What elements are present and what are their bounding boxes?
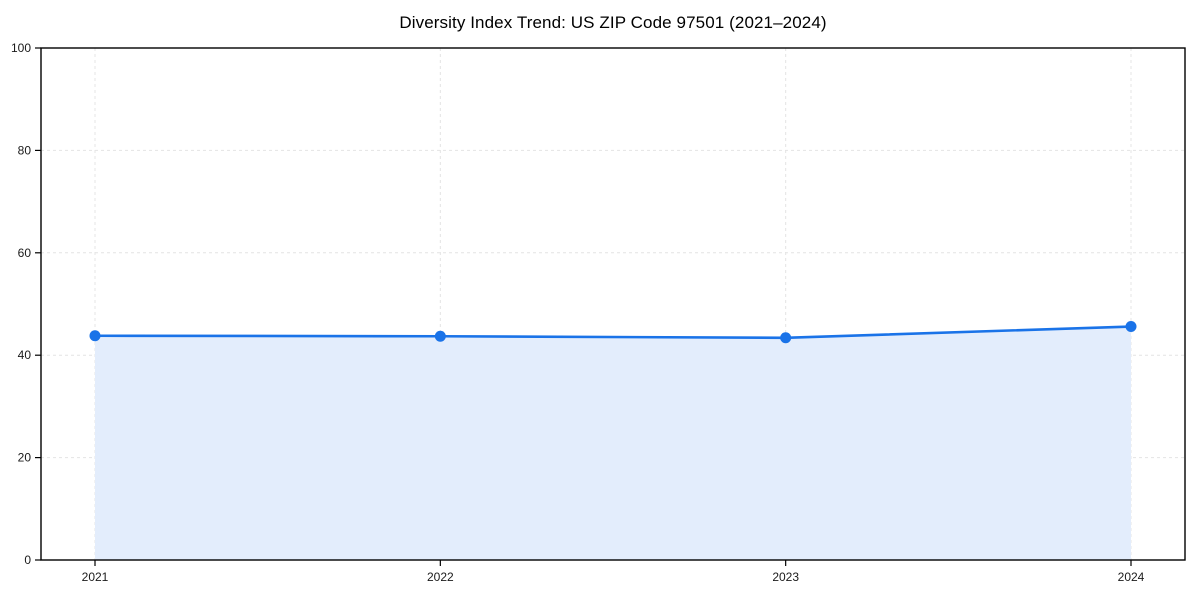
trend-line [93, 325, 1133, 340]
area-fill [95, 326, 1131, 560]
y-tick-label: 20 [18, 451, 32, 465]
y-tick-label: 80 [18, 143, 32, 157]
x-tick-label: 2023 [772, 570, 799, 584]
y-tick-label: 40 [18, 348, 32, 362]
data-point-2022 [434, 330, 446, 342]
y-tick-label: 0 [24, 553, 31, 567]
y-tick-label: 60 [18, 246, 32, 260]
data-point-2021 [89, 330, 101, 342]
x-tick-label: 2021 [82, 570, 109, 584]
plot-frame [40, 47, 1186, 561]
y-tick-label: 100 [11, 41, 31, 55]
data-point-2023 [780, 332, 792, 344]
x-tick-label: 2022 [427, 570, 454, 584]
chart-title: Diversity Index Trend: US ZIP Code 97501… [399, 13, 827, 32]
x-tick-label: 2024 [1118, 570, 1145, 584]
data-point-2024 [1125, 321, 1137, 333]
